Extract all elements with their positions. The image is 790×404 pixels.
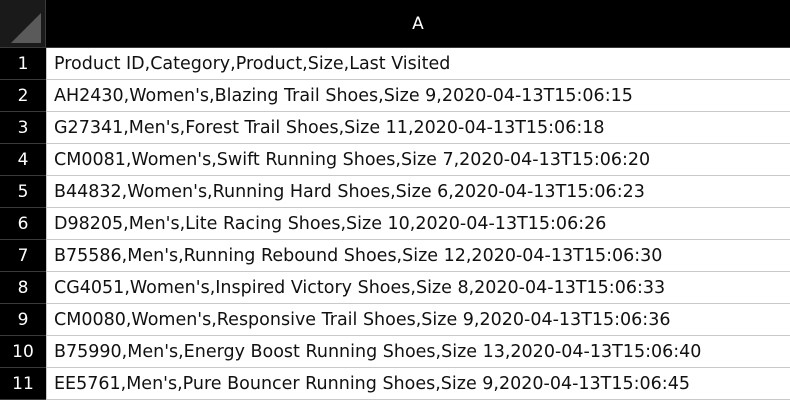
table-row: 11 EE5761,Men's,Pure Bouncer Running Sho… [0,368,790,400]
row-header[interactable]: 4 [0,144,46,176]
cell[interactable]: CM0081,Women's,Swift Running Shoes,Size … [46,144,790,175]
row-header[interactable]: 11 [0,368,46,400]
row-header[interactable]: 1 [0,48,46,80]
row-header[interactable]: 10 [0,336,46,368]
table-row: 4 CM0081,Women's,Swift Running Shoes,Siz… [0,144,790,176]
table-row: 2 AH2430,Women's,Blazing Trail Shoes,Siz… [0,80,790,112]
table-row: 8 CG4051,Women's,Inspired Victory Shoes,… [0,272,790,304]
cell[interactable]: B75586,Men's,Running Rebound Shoes,Size … [46,240,790,271]
table-row: 10 B75990,Men's,Energy Boost Running Sho… [0,336,790,368]
select-all-triangle-icon [11,13,41,43]
table-row: 9 CM0080,Women's,Responsive Trail Shoes,… [0,304,790,336]
cell[interactable]: CG4051,Women's,Inspired Victory Shoes,Si… [46,272,790,303]
rows-container: 1 Product ID,Category,Product,Size,Last … [0,48,790,400]
cell[interactable]: B75990,Men's,Energy Boost Running Shoes,… [46,336,790,367]
row-header[interactable]: 2 [0,80,46,112]
row-header[interactable]: 9 [0,304,46,336]
cell[interactable]: D98205,Men's,Lite Racing Shoes,Size 10,2… [46,208,790,239]
row-header[interactable]: 3 [0,112,46,144]
cell[interactable]: CM0080,Women's,Responsive Trail Shoes,Si… [46,304,790,335]
table-row: 7 B75586,Men's,Running Rebound Shoes,Siz… [0,240,790,272]
row-header[interactable]: 6 [0,208,46,240]
row-header[interactable]: 5 [0,176,46,208]
row-header[interactable]: 8 [0,272,46,304]
column-header-a[interactable]: A [46,0,790,48]
cell[interactable]: B44832,Women's,Running Hard Shoes,Size 6… [46,176,790,207]
cell[interactable]: EE5761,Men's,Pure Bouncer Running Shoes,… [46,368,790,399]
table-row: 5 B44832,Women's,Running Hard Shoes,Size… [0,176,790,208]
row-header[interactable]: 7 [0,240,46,272]
table-row: 6 D98205,Men's,Lite Racing Shoes,Size 10… [0,208,790,240]
cell[interactable]: G27341,Men's,Forest Trail Shoes,Size 11,… [46,112,790,143]
cell[interactable]: Product ID,Category,Product,Size,Last Vi… [46,48,790,79]
cell[interactable]: AH2430,Women's,Blazing Trail Shoes,Size … [46,80,790,111]
table-row: 1 Product ID,Category,Product,Size,Last … [0,48,790,80]
select-all-corner[interactable] [0,0,46,48]
table-row: 3 G27341,Men's,Forest Trail Shoes,Size 1… [0,112,790,144]
